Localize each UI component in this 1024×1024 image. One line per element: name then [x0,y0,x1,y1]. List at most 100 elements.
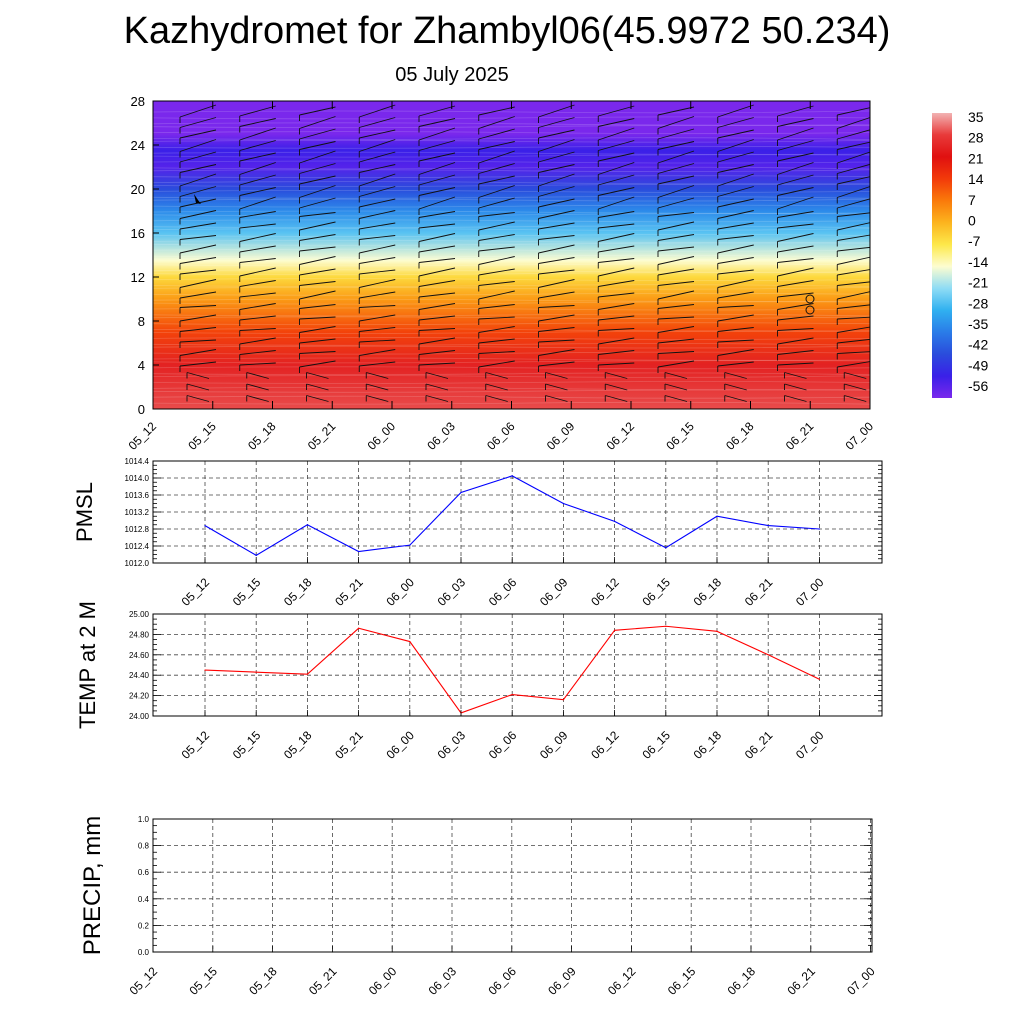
x-tick-label: 05_12 [179,728,213,762]
wind-barb [418,187,456,196]
y-tick-label: 25.00 [129,610,150,619]
wind-barb [239,245,276,253]
wind-barb [299,212,336,217]
wind-barb [418,118,456,127]
wind-barb [717,269,754,275]
x-tick-label: 07_00 [844,964,878,998]
wind-barb [359,210,396,219]
colorbar-label: -56 [968,378,988,394]
isotherm-line [153,248,870,252]
wind-barb [538,139,575,152]
y-tick-label: 4 [138,358,145,373]
x-tick-label: 06_03 [435,728,469,762]
wind-barb [425,395,449,402]
wind-barb [538,291,575,299]
isotherm-line [153,372,870,376]
isotherm-line [153,210,870,214]
wind-barb [239,211,276,218]
isotherm-line [153,219,870,223]
wind-barb [538,129,575,139]
x-tick-label: 05_21 [306,964,340,998]
x-tick-label: 06_18 [691,575,725,609]
y-tick-label: 1.0 [138,815,150,824]
data-point [204,669,206,671]
isotherm-line [153,254,870,258]
wind-barb [478,360,515,368]
wind-barb [724,395,747,402]
wind-barb [837,141,870,150]
wind-barb [657,246,695,252]
wind-barb [724,372,747,379]
isotherm-line [153,257,870,261]
wind-barb [777,152,814,162]
wind-barb [777,127,814,141]
x-tick-label: 05_15 [185,419,219,453]
x-tick-label: 06_12 [588,575,622,609]
wind-barb [657,221,695,231]
colorbar-label: -14 [968,254,988,270]
isotherm-line [153,366,870,370]
wind-barb [598,350,635,355]
wind-barb [359,173,396,187]
wind-barb [299,163,336,174]
wind-barb [179,361,217,367]
wind-barb [664,372,688,379]
wind-barb [538,257,575,264]
wind-barb [657,163,695,174]
wind-barb [418,105,456,117]
wind-barb [538,222,575,230]
x-tick-label: 06_15 [639,575,673,609]
data-point [358,627,360,629]
x-tick-label: 06_09 [544,419,578,453]
wind-barb [359,104,396,118]
wind-barb [598,292,635,298]
wind-barb [239,152,276,162]
wind-barb [657,128,695,140]
wind-barb [359,164,396,173]
isotherm-line [153,140,870,143]
wind-barb [359,129,396,139]
wind-barb [538,349,575,356]
wind-barb [538,279,575,288]
pmsl-panel: 1012.0 1012.4 1012.8 1013.2 1013.6 1014.0 1014… [72,457,883,609]
wind-barb [359,339,396,343]
wind-barb [478,116,515,129]
panel-frame [152,613,883,717]
wind-barb [777,292,814,298]
wind-barb [239,350,276,355]
wind-barb [837,304,870,309]
wind-barb [717,279,754,288]
wind-barb [418,267,456,277]
x-tick-label: 07_00 [843,419,877,453]
x-tick-label: 06_21 [784,964,818,998]
wind-barb [239,258,276,263]
wind-barb [837,186,870,198]
wind-barb [777,187,814,196]
y-tick-label: 0.0 [138,948,150,957]
isotherm-line [153,151,870,155]
wind-barb [538,117,575,128]
colorbar-label: 35 [968,109,984,125]
isotherm-line [153,313,870,317]
wind-barb [598,223,635,229]
wind-barb [664,395,688,402]
wind-barb [299,185,336,198]
wind-barb [837,234,870,241]
data-point [409,640,411,643]
wind-barb [717,349,754,356]
wind-barb [299,281,336,286]
x-tick-label: 06_15 [665,964,699,998]
isotherm-line [153,124,870,129]
wind-barb [359,235,396,240]
isotherm-line [153,190,870,193]
wind-barb [777,211,814,218]
data-point [716,630,718,632]
wind-barb [485,395,508,402]
wind-barb [598,162,635,175]
wind-barb [598,267,635,277]
data-point [665,547,667,549]
wind-barb [598,196,635,210]
x-tick-label: 07_00 [793,728,827,762]
wind-barb [598,140,635,151]
wind-barb [299,290,336,300]
